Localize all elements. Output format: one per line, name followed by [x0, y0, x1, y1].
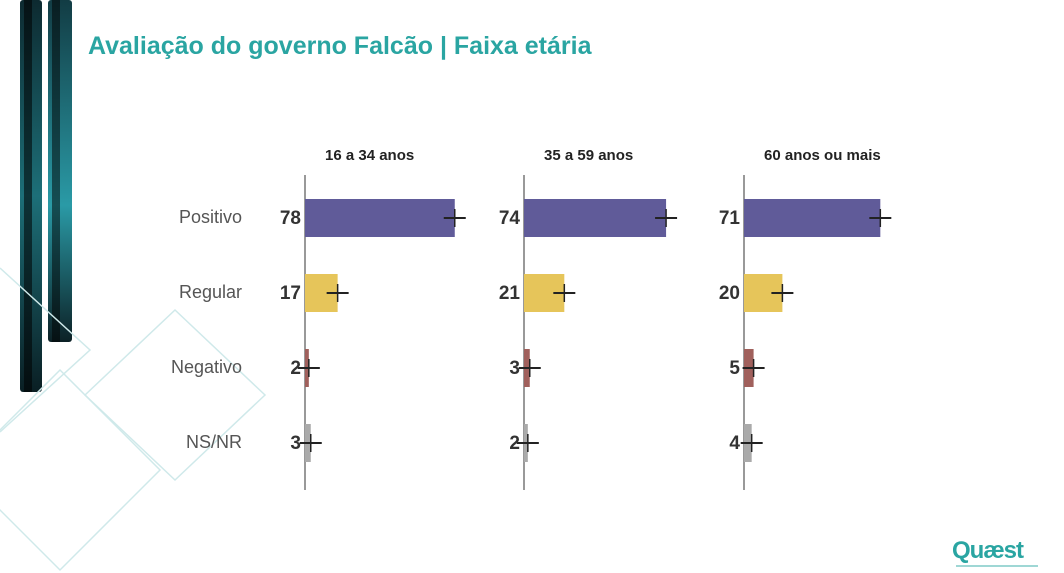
category-label-ns-nr: NS/NR	[186, 432, 242, 452]
value-label-60-anos-ou-mais-regular: 20	[719, 283, 740, 304]
panel-title-60-anos-ou-mais: 60 anos ou mais	[764, 147, 881, 164]
bar-35-a-59-anos-positivo	[524, 199, 667, 237]
category-label-regular: Regular	[179, 282, 242, 302]
value-label-60-anos-ou-mais-positivo: 71	[719, 208, 741, 229]
value-label-16-a-34-anos-ns-nr: 3	[290, 433, 301, 454]
panel-title-35-a-59-anos: 35 a 59 anos	[544, 147, 633, 164]
value-label-35-a-59-anos-regular: 21	[499, 283, 521, 304]
bar-16-a-34-anos-positivo	[305, 199, 455, 237]
quaest-logo: Quæst	[952, 537, 1024, 564]
value-label-60-anos-ou-mais-negativo: 5	[729, 358, 740, 379]
value-label-35-a-59-anos-ns-nr: 2	[509, 433, 520, 454]
category-label-positivo: Positivo	[179, 207, 242, 227]
value-label-35-a-59-anos-negativo: 3	[509, 358, 520, 379]
bar-60-anos-ou-mais-positivo	[744, 199, 881, 237]
value-label-16-a-34-anos-regular: 17	[280, 283, 301, 304]
panel-title-16-a-34-anos: 16 a 34 anos	[325, 147, 414, 164]
category-label-negativo: Negativo	[171, 357, 242, 377]
value-label-16-a-34-anos-positivo: 78	[280, 208, 301, 229]
page-title: Avaliação do governo Falcão | Faixa etár…	[88, 32, 592, 60]
value-label-35-a-59-anos-positivo: 74	[499, 208, 521, 229]
decorative-background	[0, 0, 267, 572]
value-label-16-a-34-anos-negativo: 2	[290, 358, 301, 379]
value-label-60-anos-ou-mais-ns-nr: 4	[729, 433, 740, 454]
logo-underline	[956, 565, 1038, 567]
